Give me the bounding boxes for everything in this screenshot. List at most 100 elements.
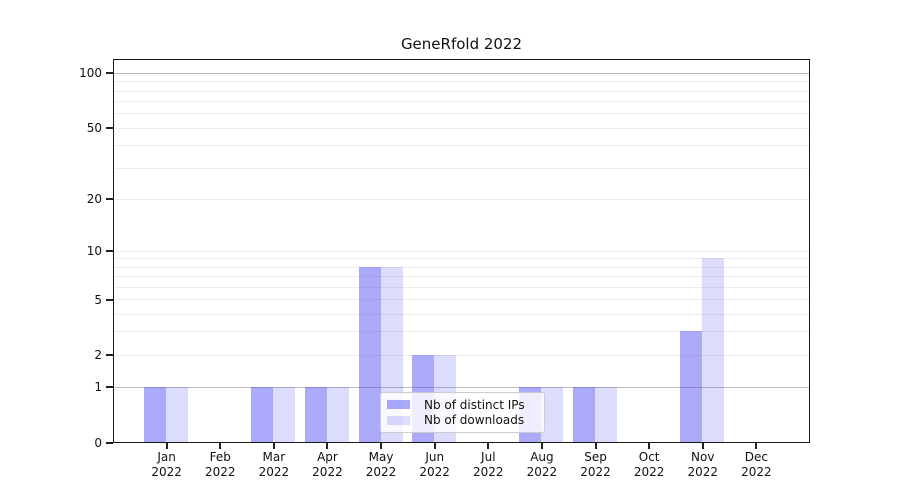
x-tick-label-line: 2022	[419, 465, 450, 479]
x-tick-label-line: Apr	[317, 450, 338, 464]
x-tick-label-line: 2022	[741, 465, 772, 479]
gridline-4	[114, 313, 809, 315]
bar-nb-of-downloads-aug-2022	[541, 386, 564, 443]
x-tick-label-mar-2022: Mar 2022	[242, 450, 306, 480]
x-tick-label-line: 2022	[312, 465, 343, 479]
legend-item-nb-of-distinct-ips: Nb of distinct IPs	[387, 397, 536, 413]
y-tick-10	[106, 250, 113, 252]
x-tick-jul-2022	[487, 443, 490, 449]
x-tick-label-apr-2022: Apr 2022	[295, 450, 359, 480]
y-tick-1	[106, 386, 113, 389]
y-tick-20	[106, 198, 113, 201]
x-tick-nov-2022	[701, 443, 704, 449]
bar-nb-of-distinct-ips-jan-2022	[144, 386, 167, 443]
gridline-60	[114, 113, 809, 115]
x-tick-label-line: Mar	[262, 450, 286, 464]
y-tick-label-0: 0	[94, 436, 102, 450]
bar-nb-of-distinct-ips-sep-2022	[573, 386, 596, 443]
x-tick-jun-2022	[433, 443, 436, 449]
x-tick-dec-2022	[755, 443, 758, 449]
bar-nb-of-downloads-nov-2022	[702, 258, 725, 443]
x-tick-label-aug-2022: Aug 2022	[510, 450, 574, 480]
gridline-10	[114, 250, 809, 252]
x-tick-label-line: Jan	[157, 450, 176, 464]
y-tick-label-5: 5	[94, 292, 102, 307]
x-tick-label-line: May	[368, 450, 394, 464]
x-tick-label-line: Jul	[481, 450, 496, 464]
legend-swatch-nb-of-downloads	[387, 415, 410, 425]
gridline-5	[114, 299, 809, 301]
y-tick-label-100: 100	[79, 66, 102, 81]
y-tick-100	[106, 72, 113, 75]
x-tick-label-line: 2022	[526, 465, 558, 479]
x-tick-label-line: Feb	[209, 450, 231, 464]
gridline-20	[114, 198, 809, 200]
x-tick-label-line: Nov	[691, 450, 715, 464]
y-tick-label-50: 50	[86, 121, 102, 136]
x-tick-label-feb-2022: Feb 2022	[188, 450, 252, 480]
x-tick-label-line: Dec	[744, 450, 768, 464]
x-tick-label-line: Sep	[584, 450, 607, 464]
gridline-50	[114, 127, 809, 129]
y-tick-label-20: 20	[86, 192, 102, 207]
x-tick-label-line: 2022	[204, 465, 236, 479]
bar-nb-of-distinct-ips-may-2022	[358, 266, 381, 443]
x-tick-label-line: 2022	[151, 465, 182, 479]
bar-nb-of-distinct-ips-apr-2022	[304, 386, 327, 443]
x-tick-label-line: Oct	[638, 450, 660, 464]
x-tick-label-line: 2022	[687, 465, 719, 479]
x-tick-label-dec-2022: Dec 2022	[724, 450, 788, 480]
gridline-100	[114, 72, 809, 74]
gridline-1	[114, 386, 809, 388]
x-tick-label-jul-2022: Jul 2022	[456, 450, 520, 480]
legend-item-nb-of-downloads: Nb of downloads	[387, 413, 536, 429]
gridline-30	[114, 167, 809, 169]
plot-area	[113, 59, 810, 443]
y-tick-50	[106, 127, 113, 130]
legend-label-nb-of-downloads: Nb of downloads	[424, 413, 525, 428]
gridline-6	[114, 286, 809, 288]
x-tick-feb-2022	[219, 443, 222, 449]
bar-nb-of-downloads-jan-2022	[166, 386, 189, 443]
legend-label-nb-of-distinct-ips: Nb of distinct IPs	[424, 397, 525, 412]
legend-swatch-nb-of-distinct-ips	[387, 400, 410, 410]
y-tick-label-10: 10	[86, 244, 102, 258]
x-tick-jan-2022	[165, 443, 168, 449]
y-tick-label-2: 2	[94, 348, 102, 363]
chart-title: GeneRfold 2022	[400, 35, 523, 53]
bar-nb-of-downloads-apr-2022	[326, 386, 349, 443]
x-tick-label-sep-2022: Sep 2022	[564, 450, 628, 480]
gridline-90	[114, 81, 809, 83]
x-tick-apr-2022	[326, 443, 329, 449]
x-tick-label-line: 2022	[365, 465, 397, 479]
y-tick-2	[106, 354, 113, 357]
bar-nb-of-downloads-mar-2022	[273, 386, 296, 443]
x-tick-sep-2022	[594, 443, 597, 449]
x-tick-label-oct-2022: Oct 2022	[617, 450, 681, 480]
gridline-2	[114, 354, 809, 356]
y-tick-5	[106, 298, 113, 301]
x-tick-label-line: 2022	[473, 465, 504, 479]
gridline-9	[114, 258, 809, 260]
bar-nb-of-distinct-ips-nov-2022	[680, 331, 703, 443]
legend: Nb of distinct IPs Nb of downloads	[380, 392, 545, 433]
y-tick-0	[106, 442, 113, 444]
x-tick-label-line: Jun	[425, 450, 445, 464]
gridline-8	[114, 266, 809, 268]
x-tick-label-jun-2022: Jun 2022	[403, 450, 467, 480]
gridline-80	[114, 90, 809, 92]
bar-nb-of-distinct-ips-mar-2022	[251, 386, 274, 443]
gridline-40	[114, 145, 809, 147]
y-tick-label-1: 1	[94, 380, 102, 395]
gridline-3	[114, 331, 809, 333]
gridline-7	[114, 275, 809, 277]
x-tick-label-jan-2022: Jan 2022	[135, 450, 199, 480]
x-tick-label-line: 2022	[633, 465, 665, 479]
x-tick-mar-2022	[272, 443, 275, 449]
x-tick-may-2022	[380, 443, 383, 449]
x-tick-label-nov-2022: Nov 2022	[671, 450, 735, 480]
x-tick-label-line: 2022	[258, 465, 290, 479]
gridline-70	[114, 101, 809, 103]
bar-nb-of-downloads-sep-2022	[595, 386, 618, 443]
